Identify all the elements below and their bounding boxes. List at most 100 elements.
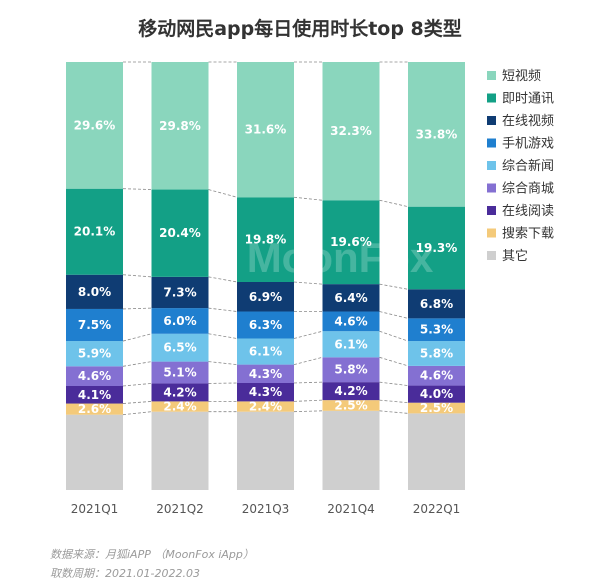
data-label: 4.0% xyxy=(420,387,453,401)
data-label: 6.5% xyxy=(163,341,196,355)
data-label: 5.3% xyxy=(420,323,453,337)
data-label: 33.8% xyxy=(416,127,458,141)
connector-line xyxy=(122,188,152,190)
connector-line xyxy=(379,311,409,319)
bar-segment xyxy=(237,364,294,383)
connector-line xyxy=(122,307,152,310)
bar-segment xyxy=(66,62,123,189)
bar-segment xyxy=(66,341,123,367)
connector-line xyxy=(208,333,238,339)
data-label: 6.1% xyxy=(334,337,367,351)
connector-line xyxy=(122,361,152,367)
bar-segment xyxy=(151,401,209,412)
data-label: 4.1% xyxy=(78,388,111,402)
bar-segment xyxy=(151,62,209,190)
data-label: 29.8% xyxy=(159,119,201,133)
data-label: 7.5% xyxy=(78,318,111,332)
data-label: 2.6% xyxy=(78,402,111,416)
bar-segment xyxy=(237,311,294,339)
bar-segment xyxy=(322,200,380,285)
bar-segment xyxy=(408,413,465,490)
data-label: 2.5% xyxy=(420,401,453,415)
connector-line xyxy=(122,274,152,278)
legend-label: 其它 xyxy=(502,248,528,264)
bar-segment xyxy=(408,318,465,342)
data-label: 7.3% xyxy=(163,285,196,299)
connector-line xyxy=(208,189,238,198)
data-label: 20.1% xyxy=(74,225,116,239)
connector-line xyxy=(379,381,409,386)
legend-label: 即时通讯 xyxy=(502,92,554,107)
bar-segment xyxy=(408,365,465,386)
connector-line xyxy=(122,401,152,404)
data-label: 6.4% xyxy=(334,291,367,305)
legend-swatch xyxy=(487,161,496,170)
x-tick-label: 2021Q3 xyxy=(242,502,290,516)
data-label: 6.9% xyxy=(249,290,282,304)
connector-line xyxy=(293,330,323,339)
legend-swatch xyxy=(487,138,496,148)
connector-line xyxy=(122,333,152,342)
connector-line xyxy=(379,356,409,367)
bar-segment xyxy=(408,62,465,207)
bar-segment xyxy=(322,410,380,490)
data-label: 19.3% xyxy=(416,241,458,255)
bar-segment xyxy=(237,401,294,412)
bar-segment xyxy=(322,311,380,332)
connector-line xyxy=(379,330,409,342)
bar-segment xyxy=(322,400,380,411)
bar-segment xyxy=(237,383,294,402)
connector-line xyxy=(122,383,152,387)
data-label: 8.0% xyxy=(78,285,111,299)
bar-segment xyxy=(151,308,209,334)
bar-segment xyxy=(322,331,380,358)
legend-swatch xyxy=(487,116,496,125)
chart-title: 移动网民app每日使用时长top 8类型 xyxy=(138,18,462,40)
bar-segment xyxy=(322,284,380,312)
data-label: 4.3% xyxy=(249,367,282,381)
data-label: 19.6% xyxy=(330,235,372,249)
data-label: 2.5% xyxy=(334,398,367,412)
data-label: 20.4% xyxy=(159,226,201,240)
x-tick-label: 2021Q1 xyxy=(71,502,119,516)
connector-line xyxy=(208,361,238,365)
data-label: 29.6% xyxy=(74,118,116,132)
source-note: 数据来源：月狐iAPP （MoonFox iApp） xyxy=(50,548,254,561)
connector-line xyxy=(208,307,238,312)
bar-segment xyxy=(66,385,123,404)
data-label: 31.6% xyxy=(245,123,287,137)
legend-label: 手机游戏 xyxy=(502,137,554,152)
bar-segment xyxy=(151,189,209,277)
data-label: 6.3% xyxy=(249,318,282,332)
legend-swatch xyxy=(487,93,496,103)
connector-line xyxy=(208,276,238,283)
connector-line xyxy=(293,196,323,201)
legend-swatch xyxy=(487,251,496,260)
bar-segment xyxy=(66,414,123,490)
x-tick-label: 2021Q4 xyxy=(327,502,375,516)
bar-segment xyxy=(151,411,209,490)
data-label: 5.9% xyxy=(78,347,111,361)
data-label: 5.8% xyxy=(334,363,367,377)
bar-segment xyxy=(237,338,294,365)
bar-segment xyxy=(66,308,123,342)
period-note: 取数周期：2021.01-2022.03 xyxy=(50,567,200,580)
connector-line xyxy=(379,199,409,208)
connector-line xyxy=(293,399,323,402)
bar-segment xyxy=(151,333,209,362)
connector-line xyxy=(379,283,409,290)
bar-segment xyxy=(151,276,209,309)
watermark: MoonFox xyxy=(247,234,434,281)
bar-segment xyxy=(66,274,123,309)
data-label: 5.8% xyxy=(420,346,453,360)
legend-swatch xyxy=(487,71,496,80)
connector-line xyxy=(379,399,409,404)
connector-line xyxy=(293,356,323,365)
bar-segment xyxy=(408,402,465,414)
bar-segment xyxy=(66,188,123,275)
data-label: 4.3% xyxy=(249,385,282,399)
bar-segment xyxy=(151,383,209,402)
bar-segment xyxy=(237,62,294,198)
data-label: 2.4% xyxy=(249,400,282,414)
